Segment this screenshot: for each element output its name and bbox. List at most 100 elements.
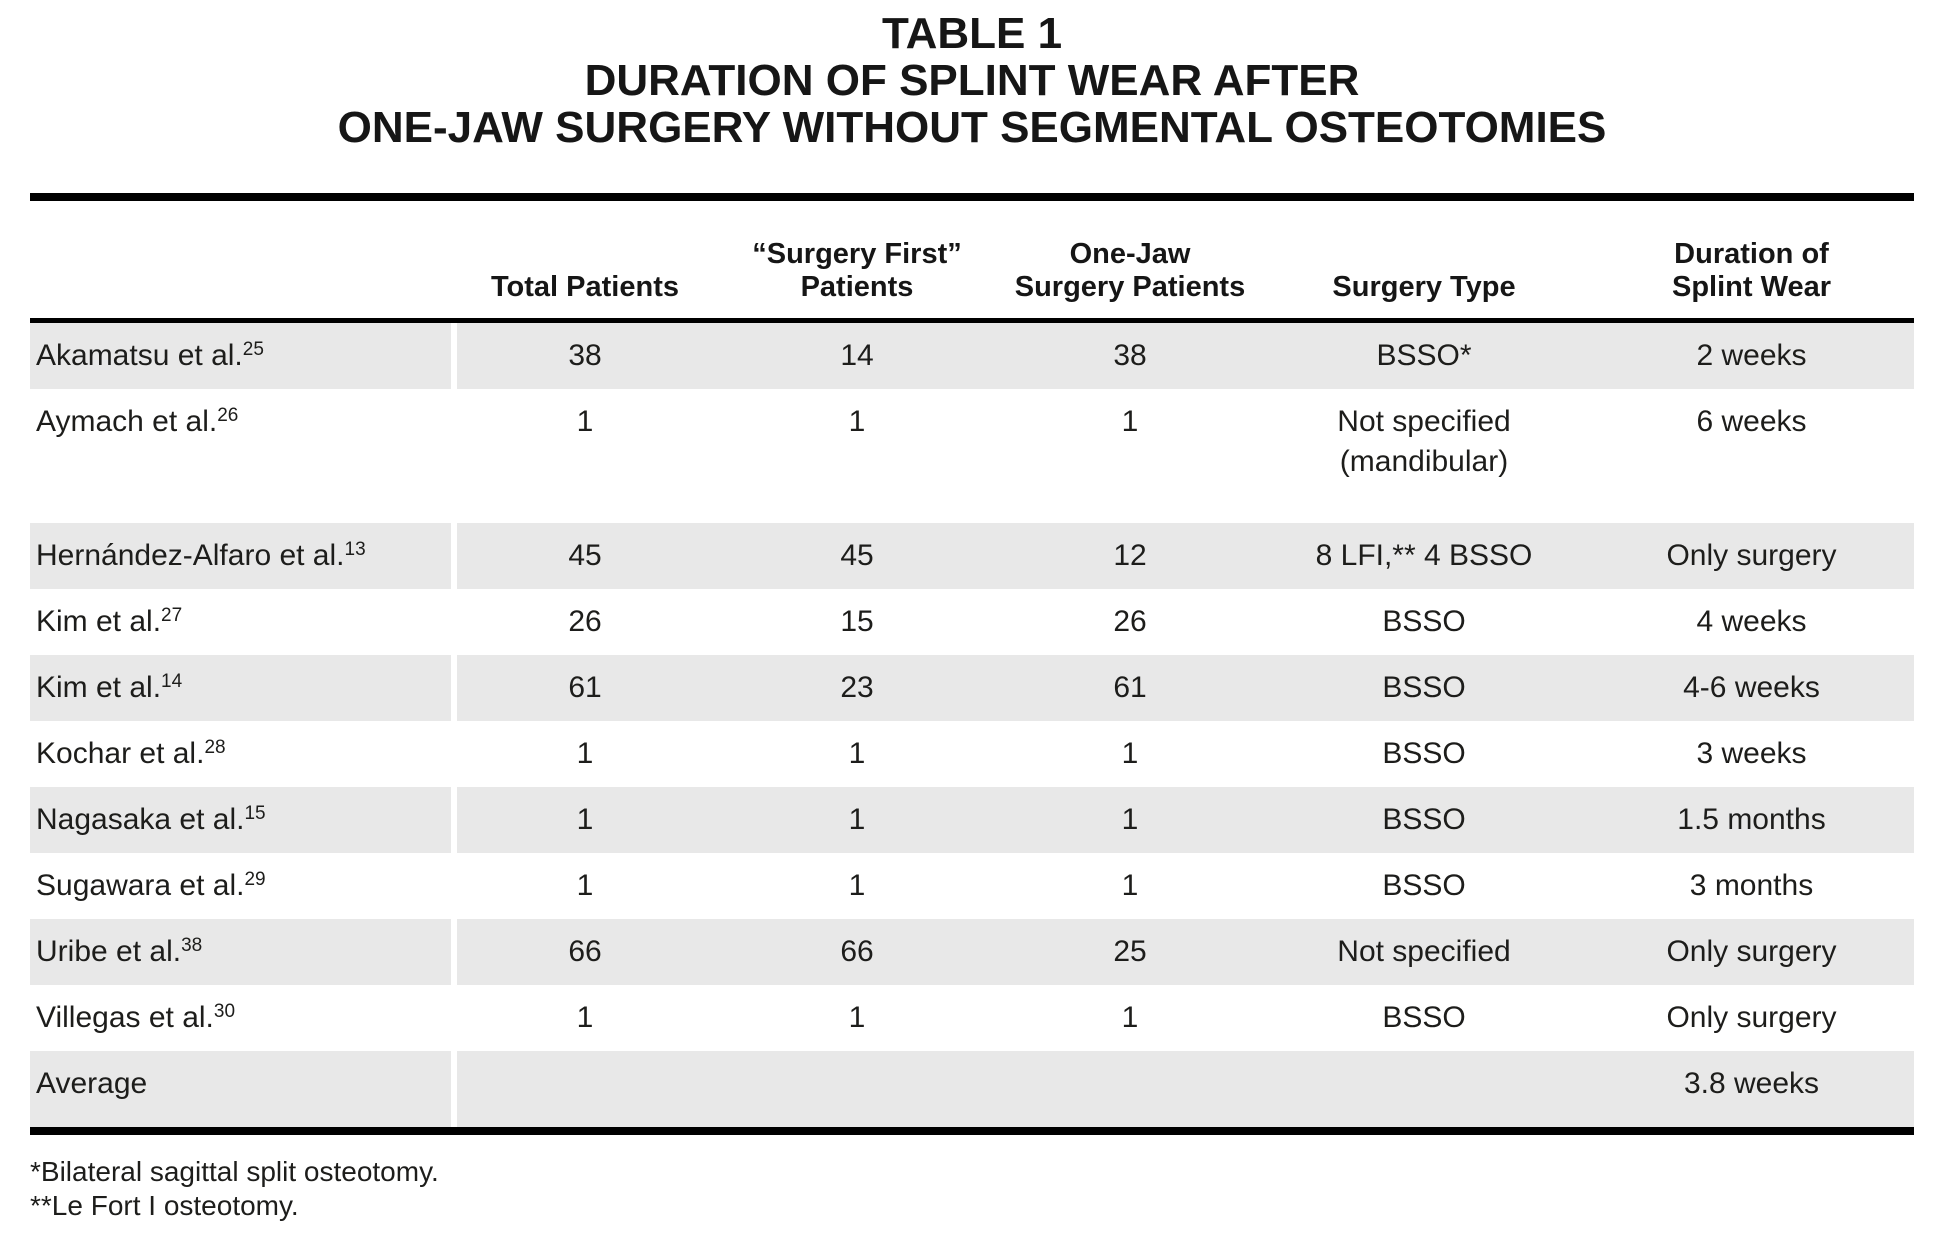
reference-superscript: 30 bbox=[213, 1001, 236, 1022]
study-name: Aymach et al. bbox=[36, 405, 218, 438]
one-jaw-surgery-patients-cell bbox=[1001, 1051, 1259, 1127]
title-line-2: DURATION OF SPLINT WEAR AFTER bbox=[584, 56, 1360, 105]
header-line: Patients bbox=[800, 271, 914, 303]
surgery-first-patients-cell: 1 bbox=[848, 869, 866, 902]
reference-superscript: 13 bbox=[344, 539, 366, 560]
duration-cell: 2 weeks bbox=[1589, 323, 1914, 389]
total-patients-cell: 1 bbox=[576, 1001, 594, 1034]
one-jaw-surgery-patients-cell: 38 bbox=[1001, 323, 1259, 389]
surgery-first-patients-cell: 1 bbox=[713, 787, 1001, 853]
header-row: Total Patients “Surgery First” Patients O… bbox=[30, 201, 1914, 323]
duration-cell: 4-6 weeks bbox=[1589, 655, 1914, 721]
study-name: Nagasaka et al. bbox=[36, 803, 245, 836]
reference-superscript: 15 bbox=[244, 803, 266, 824]
one-jaw-surgery-patients-cell: 1 bbox=[1001, 787, 1259, 853]
study-cell: Average bbox=[30, 1051, 457, 1127]
col-header-surgery-first-patients: “Surgery First” Patients bbox=[713, 201, 1001, 323]
table-row: Villegas et al.30 1 1 1 BSSO Only surger… bbox=[30, 985, 1914, 1051]
study-cell: Aymach et al.26 bbox=[30, 389, 457, 523]
surgery-type-cell: BSSO bbox=[1382, 605, 1466, 638]
total-patients-cell: 1 bbox=[457, 787, 713, 853]
table-header: Total Patients “Surgery First” Patients O… bbox=[30, 201, 1914, 323]
one-jaw-surgery-patients-cell: 25 bbox=[1001, 919, 1259, 985]
surgery-first-patients-cell: 14 bbox=[713, 323, 1001, 389]
table-body: Akamatsu et al.25 38 14 38 BSSO* 2 weeks… bbox=[30, 323, 1914, 1127]
study-name: Villegas et al. bbox=[36, 1001, 214, 1034]
surgery-first-patients-cell: 15 bbox=[840, 605, 874, 638]
total-patients-cell: 1 bbox=[576, 869, 594, 902]
duration-cell: Only surgery bbox=[1666, 1001, 1837, 1034]
one-jaw-surgery-patients-cell: 1 bbox=[1121, 405, 1139, 438]
study-name: Akamatsu et al. bbox=[36, 339, 243, 372]
splint-wear-table: Total Patients “Surgery First” Patients O… bbox=[30, 201, 1914, 1127]
surgery-first-patients-cell: 23 bbox=[713, 655, 1001, 721]
total-patients-cell: 45 bbox=[457, 523, 713, 589]
surgery-type-cell: Not specified (mandibular) bbox=[1337, 405, 1511, 478]
total-patients-cell: 61 bbox=[457, 655, 713, 721]
col-header-study bbox=[30, 201, 457, 323]
footnotes: *Bilateral sagittal split osteotomy. **L… bbox=[30, 1155, 1914, 1223]
study-cell: Villegas et al.30 bbox=[30, 985, 457, 1051]
reference-superscript: 27 bbox=[161, 605, 183, 626]
one-jaw-surgery-patients-cell: 1 bbox=[1121, 737, 1139, 770]
table-row: Kim et al.27 26 15 26 BSSO 4 weeks bbox=[30, 589, 1914, 655]
surgery-type-cell: BSSO bbox=[1382, 869, 1466, 902]
total-patients-cell: 1 bbox=[576, 737, 594, 770]
reference-superscript: 28 bbox=[204, 737, 226, 758]
total-patients-cell: 38 bbox=[457, 323, 713, 389]
total-patients-cell: 1 bbox=[576, 405, 594, 438]
study-name: Sugawara et al. bbox=[36, 869, 245, 902]
header-line: “Surgery First” bbox=[752, 238, 962, 270]
one-jaw-surgery-patients-cell: 1 bbox=[1121, 869, 1139, 902]
surgery-type-cell bbox=[1259, 1051, 1589, 1127]
footnote-2: **Le Fort I osteotomy. bbox=[30, 1190, 299, 1221]
duration-cell: 6 weeks bbox=[1696, 405, 1807, 438]
footnote-1: *Bilateral sagittal split osteotomy. bbox=[30, 1156, 439, 1187]
one-jaw-surgery-patients-cell: 12 bbox=[1001, 523, 1259, 589]
duration-cell: 4 weeks bbox=[1696, 605, 1807, 638]
duration-cell: 1.5 months bbox=[1589, 787, 1914, 853]
surgery-type-cell: Not specified bbox=[1259, 919, 1589, 985]
study-cell: Kochar et al.28 bbox=[30, 721, 457, 787]
surgery-type-cell: BSSO bbox=[1382, 737, 1466, 770]
study-cell: Uribe et al.38 bbox=[30, 919, 457, 985]
total-patients-cell: 66 bbox=[457, 919, 713, 985]
reference-superscript: 26 bbox=[217, 405, 239, 426]
surgery-type-cell: 8 LFI,** 4 BSSO bbox=[1259, 523, 1589, 589]
table-row: Hernández-Alfaro et al.13 45 45 12 8 LFI… bbox=[30, 523, 1914, 589]
reference-superscript: 38 bbox=[181, 935, 203, 956]
surgery-first-patients-cell bbox=[713, 1051, 1001, 1127]
duration-cell: 3 months bbox=[1689, 869, 1814, 902]
study-cell: Kim et al.27 bbox=[30, 589, 457, 655]
surgery-first-patients-cell: 1 bbox=[848, 737, 866, 770]
col-header-total-patients: Total Patients bbox=[457, 201, 713, 323]
surgery-first-patients-cell: 1 bbox=[848, 405, 866, 438]
surgery-first-patients-cell: 66 bbox=[713, 919, 1001, 985]
col-header-one-jaw-surgery-patients: One-Jaw Surgery Patients bbox=[1001, 201, 1259, 323]
table-row: Uribe et al.38 66 66 25 Not specified On… bbox=[30, 919, 1914, 985]
table-row: Nagasaka et al.15 1 1 1 BSSO 1.5 months bbox=[30, 787, 1914, 853]
one-jaw-surgery-patients-cell: 1 bbox=[1121, 1001, 1139, 1034]
title-line-3: ONE-JAW SURGERY WITHOUT SEGMENTAL OSTEOT… bbox=[337, 103, 1607, 152]
study-name: Kochar et al. bbox=[36, 737, 205, 770]
table-row: Kim et al.14 61 23 61 BSSO 4-6 weeks bbox=[30, 655, 1914, 721]
header-line: Duration of bbox=[1674, 238, 1829, 270]
surgery-type-cell: BSSO* bbox=[1259, 323, 1589, 389]
study-cell: Sugawara et al.29 bbox=[30, 853, 457, 919]
page: TABLE 1 DURATION OF SPLINT WEAR AFTER ON… bbox=[30, 10, 1914, 1223]
bottom-rule bbox=[30, 1127, 1914, 1135]
study-name: Average bbox=[36, 1067, 148, 1100]
surgery-type-cell: BSSO bbox=[1259, 787, 1589, 853]
top-rule bbox=[30, 193, 1914, 201]
reference-superscript: 25 bbox=[242, 339, 264, 360]
study-name: Kim et al. bbox=[36, 605, 162, 638]
study-cell: Hernández-Alfaro et al.13 bbox=[30, 523, 457, 589]
duration-cell: 3.8 weeks bbox=[1589, 1051, 1914, 1127]
table-row: Akamatsu et al.25 38 14 38 BSSO* 2 weeks bbox=[30, 323, 1914, 389]
surgery-type-cell: BSSO bbox=[1259, 655, 1589, 721]
table-title: TABLE 1 DURATION OF SPLINT WEAR AFTER ON… bbox=[30, 10, 1914, 151]
one-jaw-surgery-patients-cell: 26 bbox=[1113, 605, 1147, 638]
surgery-first-patients-cell: 1 bbox=[848, 1001, 866, 1034]
surgery-first-patients-cell: 45 bbox=[713, 523, 1001, 589]
study-cell: Akamatsu et al.25 bbox=[30, 323, 457, 389]
